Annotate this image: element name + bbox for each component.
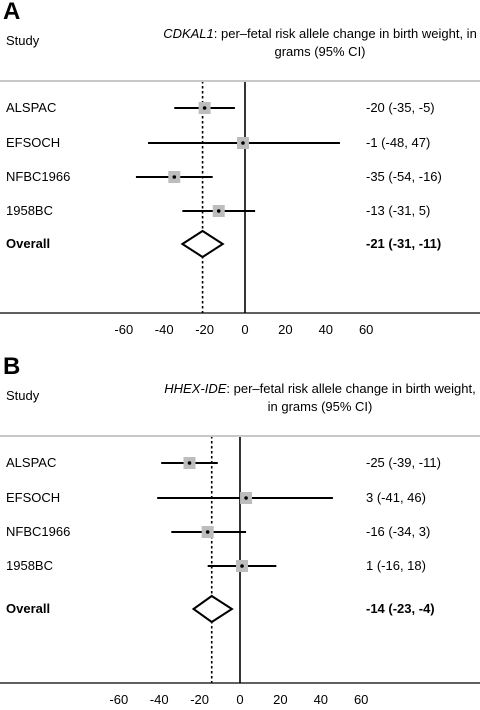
study-label: 1958BC [6,558,53,573]
chart-title: CDKAL1: per–fetal risk allele change in … [160,25,480,61]
title-text: : per–fetal risk allele change in birth … [226,381,476,414]
chart-title: HHEX-IDE: per–fetal risk allele change i… [160,380,480,416]
x-tick-label: 40 [318,322,334,337]
overall-diamond [191,594,234,624]
estimate-ci-text: -1 (-48, 47) [366,135,431,150]
forest-plot-svg [0,436,480,684]
overall-ci-text: -14 (-23, -4) [366,601,435,616]
study-label: EFSOCH [6,490,61,505]
x-tick-label: -60 [109,692,129,707]
estimate-ci-text: 1 (-16, 18) [366,558,426,573]
title-text: : per–fetal risk allele change in birth … [213,26,477,59]
study-label: NFBC1966 [6,169,71,184]
gene-name: CDKAL1 [163,26,214,41]
gene-name: HHEX-IDE [164,381,227,396]
x-tick-label: -40 [149,692,169,707]
point-estimate [240,564,244,568]
x-tick-label: 40 [313,692,329,707]
x-tick-label: 0 [241,322,249,337]
x-tick-label: 20 [273,692,288,707]
study-label: EFSOCH [6,135,61,150]
x-tick-label: -60 [114,322,134,337]
x-tick-label: 20 [278,322,293,337]
study-label: ALSPAC [6,100,57,115]
estimate-ci-text: 3 (-41, 46) [366,490,426,505]
study-label: 1958BC [6,203,53,218]
forest-plot-svg [0,81,480,314]
estimate-ci-text: -25 (-39, -11) [366,455,441,470]
estimate-ci-text: -20 (-35, -5) [366,100,435,115]
estimate-ci-text: -16 (-34, 3) [366,524,431,539]
header-separator [0,435,480,437]
panel-label: B [3,353,21,380]
study-column-header: Study [6,33,40,48]
header-separator [0,80,480,82]
point-estimate [187,461,192,465]
forest-panel-b: B Study HHEX-IDE: per–fetal risk allele … [0,353,480,710]
x-tick-label: 60 [353,692,369,707]
estimate-ci-text: -13 (-31, 5) [366,203,431,218]
forest-panel-a: A Study CDKAL1: per–fetal risk allele ch… [0,0,480,337]
point-estimate [241,141,245,145]
x-tick-label: -40 [154,322,174,337]
overall-label: Overall [6,601,51,616]
overall-diamond [180,229,225,259]
point-estimate [216,209,221,213]
panel-label: A [3,0,21,25]
point-estimate [205,530,210,534]
study-column-header: Study [6,388,40,403]
overall-ci-text: -21 (-31, -11) [366,236,442,251]
study-label: ALSPAC [6,455,57,470]
x-tick-label: 0 [236,692,244,707]
estimate-ci-text: -35 (-54, -16) [366,169,442,184]
point-estimate [244,496,248,500]
x-tick-label: -20 [190,692,209,707]
overall-label: Overall [6,236,51,251]
point-estimate [202,106,207,110]
x-tick-label: 60 [358,322,374,337]
x-tick-label: -20 [195,322,214,337]
point-estimate [172,175,177,179]
study-label: NFBC1966 [6,524,71,539]
